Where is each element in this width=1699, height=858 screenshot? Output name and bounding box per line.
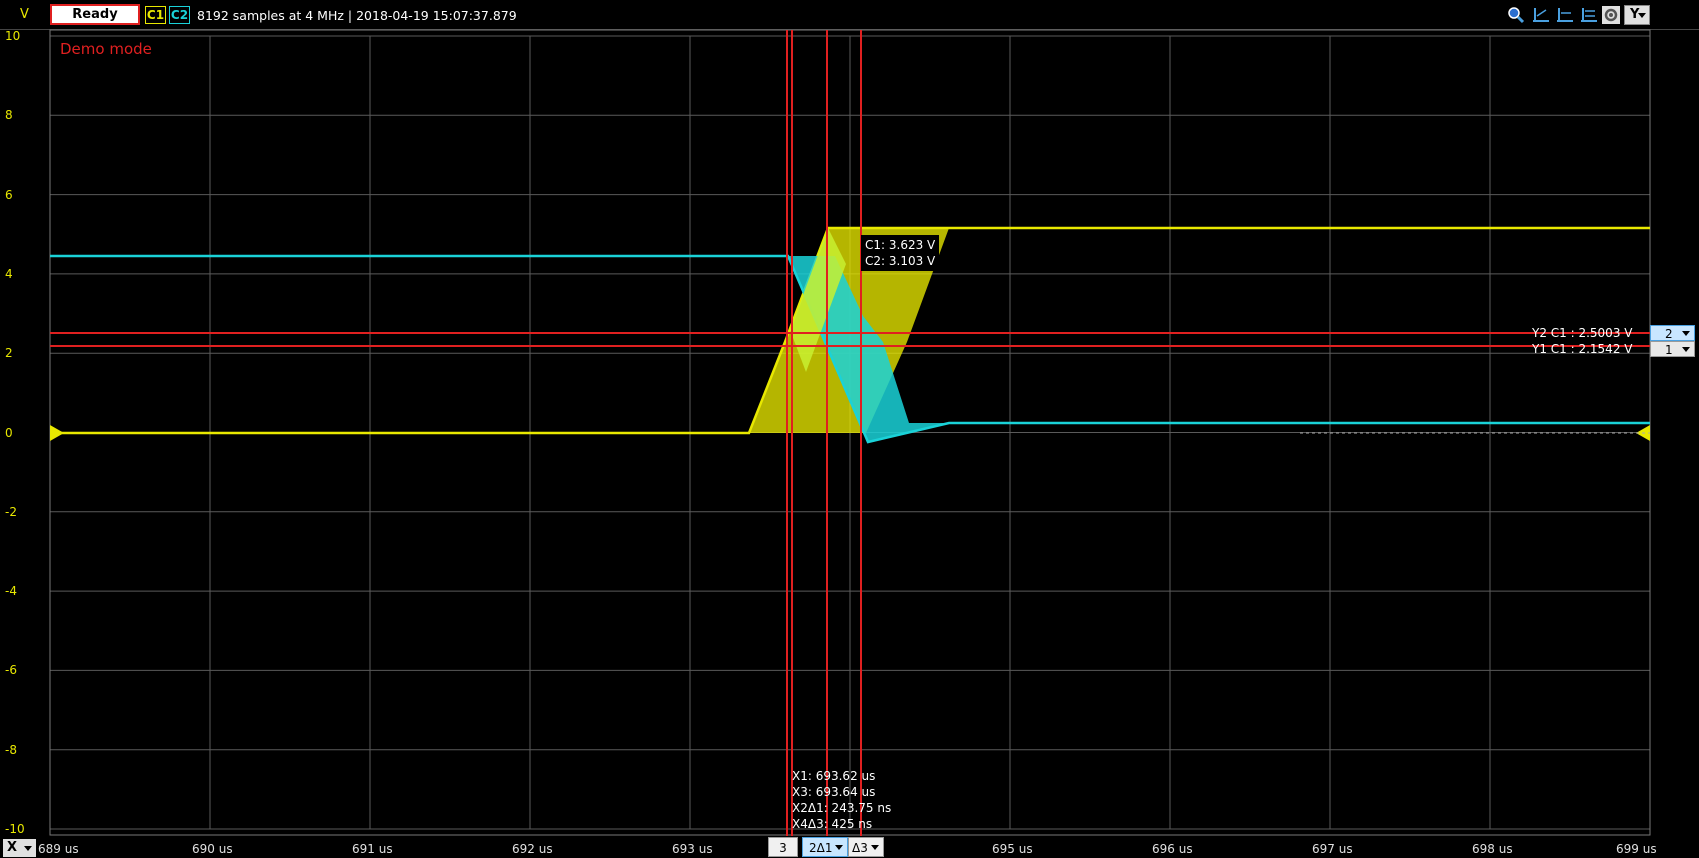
cursor-3-box[interactable]: 3 <box>768 837 798 857</box>
channel-c1-button[interactable]: C1 <box>145 6 166 24</box>
x4-delta-readout: X4Δ3: 425 ns <box>792 817 873 831</box>
cursor-icon[interactable] <box>1556 6 1574 24</box>
chevron-down-icon <box>835 845 843 850</box>
y-tick-label: 0 <box>5 425 13 440</box>
y-unit-label: V <box>20 7 29 22</box>
y1-cursor-index: 1 <box>1665 343 1673 357</box>
y-tick-label: -6 <box>5 663 17 678</box>
x-tick-label: 692 us <box>512 842 553 856</box>
y2-cursor-index: 2 <box>1665 327 1673 341</box>
y-tick-label: -2 <box>5 504 17 519</box>
c1-ground-marker <box>50 425 64 441</box>
cursor-icon[interactable] <box>1580 6 1598 24</box>
overlap-fill <box>790 228 846 372</box>
y1-cursor-select[interactable]: 1 <box>1650 341 1695 357</box>
channel-c2-button[interactable]: C2 <box>169 6 190 24</box>
x1-readout: X1: 693.62 us <box>792 769 876 783</box>
cursor-2d1-select[interactable]: 2Δ1 <box>802 837 848 857</box>
y1-cursor-label: Y1 C1 : 2.1542 V <box>1532 342 1633 356</box>
x-tick-label: 689 us <box>38 842 79 856</box>
y-tick-label: -8 <box>5 742 17 757</box>
c2-value: C2: 3.103 V <box>865 254 936 268</box>
x-tick-label: 698 us <box>1472 842 1513 856</box>
x2-delta-readout: X2Δ1: 243.75 ns <box>792 801 892 815</box>
toolbar: V Ready C1 C2 8192 samples at 4 MHz | 20… <box>0 0 1699 30</box>
y2-cursor-select[interactable]: 2 <box>1650 325 1695 341</box>
y-tick-label: 6 <box>5 187 13 202</box>
x-cursor-readouts: X1: 693.62 us X3: 693.64 us X2Δ1: 243.75… <box>792 768 891 832</box>
settings-icon[interactable] <box>1602 6 1620 24</box>
axis-select-label: Y <box>1630 7 1640 22</box>
axis-select-dropdown[interactable]: Y <box>1624 5 1650 25</box>
cursor-icon[interactable] <box>1532 6 1550 24</box>
x-tick-label: 691 us <box>352 842 393 856</box>
chevron-down-icon <box>1682 347 1690 352</box>
cursor-2d1-label: 2Δ1 <box>809 841 833 855</box>
cursor-3-label: 3 <box>779 841 787 855</box>
status-button[interactable]: Ready <box>50 4 140 25</box>
chevron-down-icon <box>1682 331 1690 336</box>
x-tick-label: 696 us <box>1152 842 1193 856</box>
y-tick-label: -4 <box>5 584 17 599</box>
x-tick-label: 690 us <box>192 842 233 856</box>
demo-mode-label: Demo mode <box>60 40 152 58</box>
x-tick-label: 697 us <box>1312 842 1353 856</box>
chevron-down-icon <box>1638 13 1646 18</box>
x-tick-label: 699 us <box>1616 842 1657 856</box>
x-tick-label: 693 us <box>672 842 713 856</box>
y-tick-label: 2 <box>5 346 13 361</box>
cursor-d3-select[interactable]: Δ3 <box>848 837 884 857</box>
y-tick-label: 4 <box>5 266 13 281</box>
y-tick-label: 8 <box>5 108 13 123</box>
chevron-down-icon <box>871 845 879 850</box>
x-axis-select[interactable]: X <box>3 839 36 857</box>
y-tick-label: 10 <box>5 29 21 43</box>
y-tick-label: -10 <box>5 822 25 836</box>
acquisition-info: 8192 samples at 4 MHz | 2018-04-19 15:07… <box>197 8 517 23</box>
cursor-value-readout: C1: 3.623 V C2: 3.103 V <box>861 235 940 271</box>
chevron-down-icon <box>24 846 32 851</box>
c1-value: C1: 3.623 V <box>865 238 936 252</box>
y2-cursor-label: Y2 C1 : 2.5003 V <box>1532 326 1633 340</box>
c2-trace <box>50 254 1650 444</box>
cursor-d3-label: Δ3 <box>852 841 868 855</box>
x3-readout: X3: 693.64 us <box>792 785 876 799</box>
x-axis-select-label: X <box>7 840 18 855</box>
x-tick-label: 695 us <box>992 842 1033 856</box>
zoom-icon[interactable] <box>1507 6 1525 24</box>
